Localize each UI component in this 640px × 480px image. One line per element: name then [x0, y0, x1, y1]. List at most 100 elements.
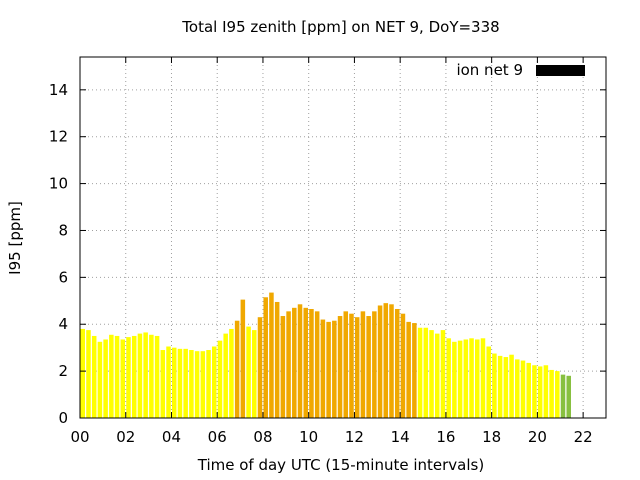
bar	[549, 369, 554, 418]
bar	[555, 371, 560, 418]
bar	[332, 320, 337, 418]
bar	[80, 328, 86, 418]
x-tick-label: 00	[70, 428, 89, 446]
bar	[103, 339, 108, 418]
bar	[166, 346, 171, 418]
bar	[429, 330, 434, 418]
bar	[274, 301, 280, 418]
bar	[86, 330, 91, 418]
bar	[463, 339, 469, 418]
legend: ion net 9	[456, 61, 585, 79]
bar	[417, 327, 423, 418]
y-tick-label: 4	[58, 315, 68, 333]
bar	[480, 338, 486, 418]
bar	[200, 351, 206, 418]
x-tick-label: 06	[208, 428, 227, 446]
y-tick-label: 0	[58, 409, 68, 427]
bar	[149, 334, 154, 418]
bar	[320, 319, 326, 418]
x-tick-label: 08	[253, 428, 272, 446]
bar	[286, 311, 291, 418]
y-tick-label: 14	[49, 81, 68, 99]
bar	[515, 359, 520, 418]
legend-label: ion net 9	[456, 61, 523, 79]
x-tick-label: 02	[116, 428, 135, 446]
bar	[183, 348, 188, 418]
bar	[143, 332, 148, 418]
bar	[126, 337, 131, 418]
bar	[343, 311, 349, 418]
bar	[240, 299, 246, 418]
bar	[177, 348, 183, 418]
bar	[492, 353, 497, 418]
bar	[394, 308, 400, 418]
bar	[566, 375, 571, 418]
bar	[360, 311, 366, 418]
bar	[520, 360, 526, 418]
bar	[252, 330, 257, 418]
bar	[560, 374, 566, 418]
bar	[292, 307, 297, 418]
bar	[434, 333, 440, 418]
x-tick-label: 20	[528, 428, 547, 446]
chart-title: Total I95 zenith [ppm] on NET 9, DoY=338	[181, 18, 499, 36]
bar	[440, 330, 446, 418]
bar	[543, 365, 549, 418]
bar	[212, 346, 217, 418]
bar	[120, 339, 126, 418]
y-axis-label: I95 [ppm]	[6, 201, 24, 275]
x-axis-label: Time of day UTC (15-minute intervals)	[197, 456, 484, 474]
bar	[206, 350, 211, 418]
bar	[377, 305, 383, 418]
y-tick-label: 10	[49, 175, 68, 193]
bar	[446, 338, 451, 418]
x-tick-label: 12	[345, 428, 364, 446]
bar	[509, 354, 514, 418]
bar	[412, 323, 417, 418]
plot-frame	[79, 56, 607, 419]
bar	[400, 313, 406, 418]
bar	[280, 316, 286, 418]
bar	[194, 351, 200, 418]
bar	[223, 333, 228, 418]
y-tick-label: 6	[58, 268, 68, 286]
bar	[532, 365, 537, 418]
bar	[309, 308, 314, 418]
bar	[229, 328, 234, 418]
bar	[160, 350, 166, 418]
bar	[314, 311, 320, 418]
bar	[475, 339, 480, 418]
bar	[257, 317, 263, 418]
y-tick-label: 8	[58, 221, 68, 239]
bar	[303, 307, 308, 418]
bar	[486, 346, 491, 418]
bar	[263, 297, 268, 418]
bar	[246, 326, 251, 418]
bar	[372, 311, 377, 418]
bar	[154, 335, 160, 418]
x-tick-label: 10	[299, 428, 318, 446]
grid-lines	[80, 57, 606, 418]
bar	[537, 366, 543, 418]
bar	[383, 303, 389, 418]
bar	[389, 304, 394, 418]
bar	[234, 320, 240, 418]
x-tick-label: 04	[162, 428, 181, 446]
y-tick-label: 2	[58, 362, 68, 380]
bar	[189, 350, 194, 418]
x-tick-label: 18	[482, 428, 501, 446]
bar	[97, 341, 103, 418]
bar	[217, 340, 223, 418]
bar	[354, 317, 360, 418]
bar	[109, 334, 114, 418]
x-tick-label: 14	[391, 428, 410, 446]
y-tick-label: 12	[49, 128, 68, 146]
legend-swatch	[536, 65, 585, 76]
bar	[497, 355, 503, 418]
bar	[326, 321, 331, 418]
x-tick-label: 22	[574, 428, 593, 446]
bars	[80, 292, 571, 418]
bar	[457, 340, 463, 418]
bar	[297, 304, 303, 418]
